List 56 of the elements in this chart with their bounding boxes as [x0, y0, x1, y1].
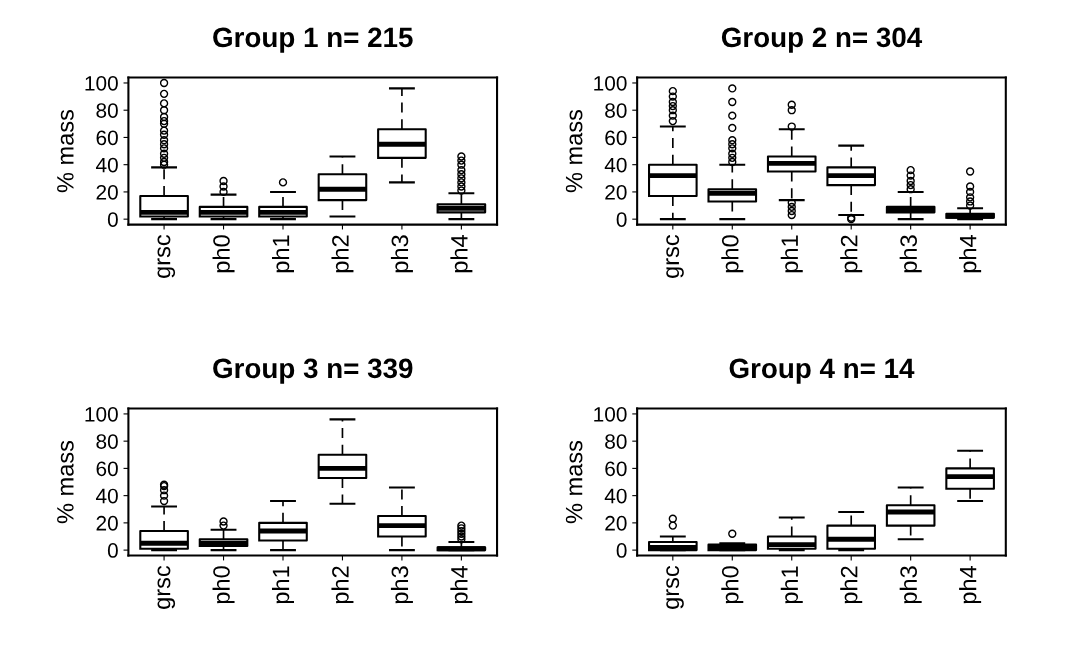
x-tick-label: ph4	[959, 235, 982, 273]
y-tick-label: 20	[605, 184, 627, 200]
x-tick-label: grsc	[666, 234, 684, 278]
y-tick-label: 0	[616, 212, 627, 227]
x-tick-label: ph0	[212, 566, 235, 604]
y-tick-label: 60	[605, 461, 627, 477]
y-tick-label: 20	[96, 184, 118, 200]
x-tick-label: ph4	[450, 235, 473, 273]
x-tick-label: ph1	[780, 235, 803, 273]
y-tick-label: 80	[96, 434, 118, 449]
chart-title: Group 4 n= 14	[729, 358, 915, 384]
chart-title: Group 1 n= 215	[213, 27, 413, 53]
x-tick-label: ph0	[212, 235, 235, 273]
y-tick-label: 100	[85, 75, 118, 91]
x-tick-label: ph3	[899, 235, 922, 273]
x-tick-label: ph3	[390, 235, 413, 273]
y-tick-label: 40	[604, 157, 627, 173]
x-tick-label: ph2	[840, 235, 863, 273]
x-tick-label: ph1	[780, 566, 803, 604]
y-tick-label: 80	[605, 434, 627, 449]
y-tick-label: 60	[605, 130, 627, 146]
x-tick-label: ph3	[899, 566, 922, 604]
y-tick-label: 60	[96, 461, 118, 477]
y-tick-label: 80	[605, 103, 627, 118]
y-tick-label: 0	[616, 543, 627, 558]
x-tick-label: ph2	[840, 566, 863, 604]
chart-title: Group 3 n= 339	[213, 358, 413, 384]
y-tick-label: 40	[95, 157, 118, 173]
x-tick-label: ph0	[721, 566, 744, 604]
y-tick-label: 100	[594, 75, 627, 91]
y-axis-title: % mass	[565, 440, 583, 524]
x-tick-label: ph1	[271, 566, 294, 604]
x-tick-label: ph4	[450, 565, 473, 604]
x-tick-label: grsc	[157, 565, 176, 609]
y-tick-label: 20	[96, 515, 118, 531]
y-axis-title: % mass	[565, 109, 583, 193]
x-tick-label: ph4	[959, 565, 982, 604]
chart-title: Group 2 n= 304	[721, 27, 923, 53]
y-tick-label: 80	[96, 103, 118, 118]
y-tick-label: 100	[85, 406, 118, 422]
y-tick-label: 60	[96, 130, 118, 146]
y-axis-title: % mass	[57, 440, 74, 524]
y-axis-title: % mass	[57, 109, 74, 193]
y-tick-label: 0	[107, 212, 118, 227]
x-tick-label: grsc	[157, 234, 176, 278]
y-tick-label: 40	[604, 488, 627, 504]
y-tick-label: 0	[107, 543, 118, 558]
x-tick-label: ph1	[271, 235, 294, 273]
x-tick-label: grsc	[666, 565, 684, 609]
x-tick-label: ph0	[721, 235, 744, 273]
x-tick-label: ph2	[331, 235, 354, 273]
y-tick-label: 20	[605, 515, 627, 531]
x-tick-label: ph3	[390, 566, 413, 604]
y-tick-label: 100	[594, 406, 627, 422]
y-tick-label: 40	[95, 488, 118, 504]
x-tick-label: ph2	[331, 566, 354, 604]
